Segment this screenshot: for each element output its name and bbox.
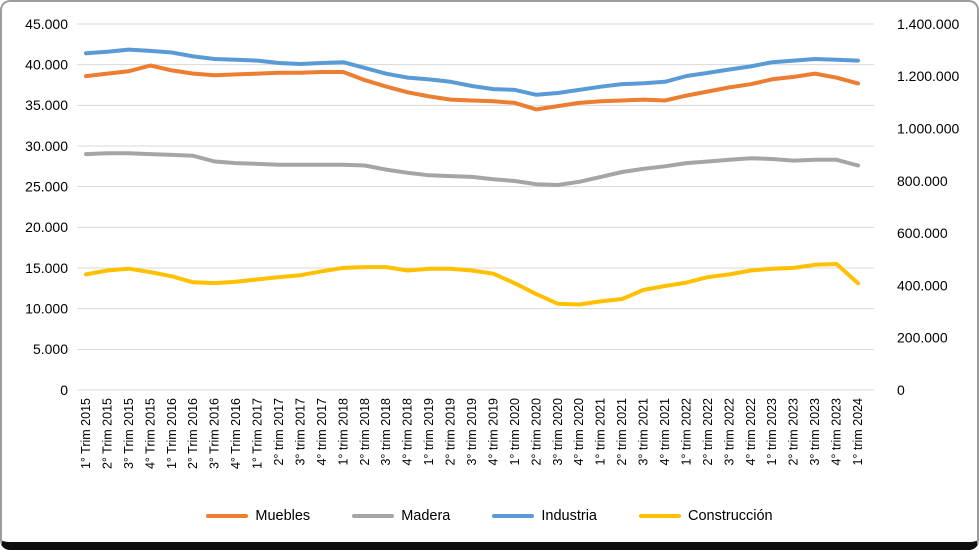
x-axis-tick-label: 2° Trim 2016 <box>186 398 200 469</box>
x-axis-tick-label: 4° trim 2020 <box>572 398 586 466</box>
series-lines <box>84 47 860 307</box>
legend-swatch-icon <box>492 513 535 519</box>
x-axis-tick-label: 3° trim 2017 <box>293 398 307 466</box>
chart-legend: Muebles Madera Industria Construcción <box>2 508 977 524</box>
right-axis-tick-label: 800.000 <box>897 173 948 189</box>
left-axis-tick-label: 45.000 <box>25 16 68 32</box>
x-axis-tick-label: 4° trim 2023 <box>830 398 844 466</box>
x-axis-tick-label: 2° trim 2023 <box>787 398 801 466</box>
x-axis-tick-label: 1° trim 2021 <box>594 398 608 466</box>
x-axis-tick-label: 1° trim 2019 <box>422 398 436 466</box>
x-axis-tick-label: 1° trim 2024 <box>851 398 865 466</box>
right-axis-tick-label: 600.000 <box>897 225 948 241</box>
x-axis-tick-label: 4° trim 2018 <box>401 398 415 466</box>
x-axis-labels: 1° Trim 2015 2° Trim 2015 3° Trim 2015 4° T… <box>79 398 865 469</box>
x-axis-tick-label: 4° trim 2019 <box>486 398 500 466</box>
x-axis-tick-label: 2° trim 2019 <box>444 398 458 466</box>
legend-item-muebles: Muebles <box>206 508 310 524</box>
x-axis-tick-label: 1° Trim 2016 <box>165 398 179 469</box>
x-axis-tick-label: 3° Trim 2016 <box>208 398 222 469</box>
legend-swatch-icon <box>352 513 395 519</box>
x-axis-tick-label: 3° trim 2020 <box>551 398 565 466</box>
right-axis-tick-label: 0 <box>897 382 905 398</box>
x-axis-tick-label: 3° trim 2023 <box>808 398 822 466</box>
x-axis-tick-label: 1° trim 2018 <box>336 398 350 466</box>
gridlines <box>77 23 874 391</box>
left-axis-tick-label: 0 <box>60 382 68 398</box>
x-axis-tick-label: 4° trim 2021 <box>658 398 672 466</box>
x-axis-tick-label: 2° trim 2018 <box>358 398 372 466</box>
x-axis-tick-label: 3° trim 2022 <box>722 398 736 466</box>
x-axis-tick-label: 1° Trim 2017 <box>251 398 265 469</box>
series-line-construcción <box>84 262 860 307</box>
x-axis-tick-label: 1° trim 2022 <box>679 398 693 466</box>
legend-item-madera: Madera <box>352 508 450 524</box>
right-axis-tick-label: 400.000 <box>897 277 948 293</box>
x-axis-tick-label: 1° trim 2023 <box>765 398 779 466</box>
x-axis-tick-label: 3° trim 2021 <box>637 398 651 466</box>
x-axis-tick-label: 2° trim 2020 <box>529 398 543 466</box>
series-line-industria <box>84 47 860 97</box>
legend-label: Muebles <box>255 508 311 524</box>
x-axis-tick-label: 4° Trim 2015 <box>143 398 157 469</box>
right-axis-tick-label: 1.200.000 <box>897 68 959 84</box>
x-axis-tick-label: 4° trim 2017 <box>315 398 329 466</box>
left-axis-tick-label: 10.000 <box>25 301 68 317</box>
right-axis-tick-label: 1.400.000 <box>897 16 959 32</box>
x-axis-tick-label: 2° trim 2022 <box>701 398 715 466</box>
right-axis-tick-label: 200.000 <box>897 330 948 346</box>
left-axis-labels: 0 5.000 10.000 15.000 20.000 25.000 30.000 35.0… <box>25 16 68 398</box>
left-axis-tick-label: 35.000 <box>25 97 68 113</box>
x-axis-tick-label: 3° Trim 2015 <box>122 398 136 469</box>
left-axis-tick-label: 15.000 <box>25 260 68 276</box>
legend-swatch-icon <box>206 513 249 519</box>
left-axis-tick-label: 25.000 <box>25 179 68 195</box>
x-axis-tick-label: 4° trim 2022 <box>744 398 758 466</box>
x-axis-tick-label: 2° trim 2017 <box>272 398 286 466</box>
legend-label: Industria <box>541 508 597 524</box>
right-axis-tick-label: 1.000.000 <box>897 120 959 136</box>
x-axis-tick-label: 3° trim 2019 <box>465 398 479 466</box>
x-axis-tick-label: 3° trim 2018 <box>379 398 393 466</box>
series-line-madera <box>84 151 860 187</box>
right-axis-labels: 0 200.000 400.000 600.000 800.000 1.000.000 1.… <box>897 16 959 398</box>
series-line-muebles <box>84 63 860 112</box>
x-axis-tick-label: 2° trim 2021 <box>615 398 629 466</box>
x-axis-tick-label: 1° Trim 2015 <box>79 398 93 469</box>
x-axis-tick-label: 1° trim 2020 <box>508 398 522 466</box>
left-axis-tick-label: 30.000 <box>25 138 68 154</box>
legend-item-industria: Industria <box>492 508 597 524</box>
legend-label: Madera <box>401 508 451 524</box>
legend-swatch-icon <box>638 513 681 519</box>
legend-label: Construcción <box>687 508 773 524</box>
left-axis-tick-label: 40.000 <box>25 57 68 73</box>
line-chart: 0 5.000 10.000 15.000 20.000 25.000 30.000 35.0… <box>25 16 959 469</box>
left-axis-tick-label: 5.000 <box>33 341 68 357</box>
legend-item-construcción: Construcción <box>638 508 773 524</box>
left-axis-tick-label: 20.000 <box>25 219 68 235</box>
x-axis-tick-label: 4° Trim 2016 <box>229 398 243 469</box>
x-axis-tick-label: 2° Trim 2015 <box>100 398 114 469</box>
